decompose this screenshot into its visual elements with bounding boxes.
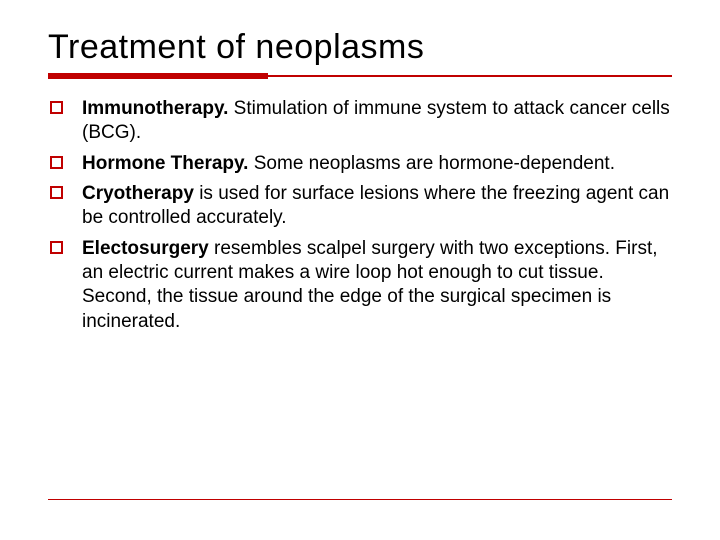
bullet-list: Immunotherapy. Stimulation of immune sys… [48, 97, 672, 334]
title-rule [48, 73, 672, 79]
bullet-text: Some neoplasms are hormone-dependent. [248, 153, 615, 174]
bullet-bold: Hormone Therapy. [82, 153, 248, 174]
page-title: Treatment of neoplasms [48, 28, 672, 67]
footer-rule [48, 499, 672, 501]
list-item: Cryotherapy is used for surface lesions … [48, 182, 672, 231]
list-item: Electosurgery resembles scalpel surgery … [48, 237, 672, 334]
square-bullet-icon [50, 156, 63, 169]
slide: Treatment of neoplasms Immunotherapy. St… [0, 0, 720, 540]
bullet-bold: Electosurgery [82, 238, 209, 259]
square-bullet-icon [50, 241, 63, 254]
list-item: Hormone Therapy. Some neoplasms are horm… [48, 152, 672, 176]
square-bullet-icon [50, 101, 63, 114]
list-item: Immunotherapy. Stimulation of immune sys… [48, 97, 672, 146]
bullet-bold: Immunotherapy. [82, 98, 228, 119]
bullet-bold: Cryotherapy [82, 183, 194, 204]
square-bullet-icon [50, 186, 63, 199]
title-rule-thick [48, 73, 268, 79]
